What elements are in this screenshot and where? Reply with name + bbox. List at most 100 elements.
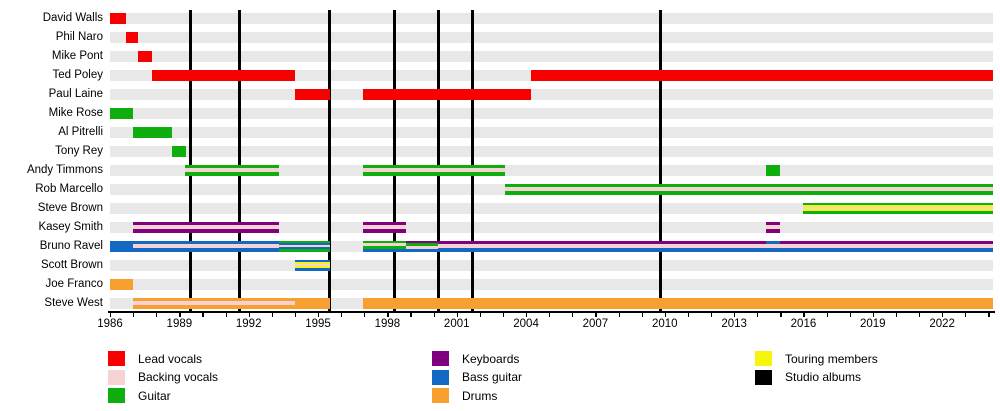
- bass-stripe: [438, 248, 767, 252]
- legend-swatch-backing-vocals: [108, 369, 125, 385]
- bass-stripe: [294, 259, 330, 262]
- studio-album-line: [237, 10, 241, 311]
- keyboards-stripe: [363, 229, 406, 233]
- studio-album-line: [328, 10, 332, 311]
- x-axis-tick: [826, 312, 828, 317]
- member-name: Paul Laine: [48, 87, 103, 100]
- timeline-bar: [363, 164, 506, 176]
- row-background: [110, 12, 993, 24]
- x-axis-tick: [502, 312, 505, 317]
- touring-stripe: [803, 204, 993, 207]
- x-axis-tick: [294, 312, 297, 317]
- lead-vocals-stripe: [363, 88, 531, 100]
- guitar-stripe: [110, 107, 134, 119]
- guitar-stripe: [363, 246, 406, 249]
- x-axis-tick-label: 2013: [721, 318, 747, 330]
- timeline-bar: [780, 240, 993, 252]
- legend-entry: Keyboards: [432, 351, 519, 366]
- x-axis-tick: [202, 312, 204, 317]
- legend-label: Studio albums: [785, 370, 862, 385]
- timeline-bar: [530, 69, 993, 81]
- backing-vocals-stripe: [185, 167, 279, 173]
- x-axis-tick-label: 1989: [166, 318, 193, 330]
- x-axis-tick: [849, 312, 851, 317]
- row-background: [110, 50, 993, 62]
- legend-swatch-drums: [432, 388, 449, 404]
- bass-stripe: [766, 248, 781, 252]
- timeline-bar: [137, 50, 152, 62]
- row-background: [110, 88, 993, 100]
- x-axis-tick-label: 2022: [929, 318, 955, 330]
- keyboards-stripe: [766, 221, 781, 225]
- member-name: Joe Franco: [45, 277, 103, 290]
- x-axis-line: [108, 311, 995, 313]
- backing-vocals-stripe: [133, 300, 295, 306]
- lead-vocals-stripe: [126, 31, 138, 43]
- legend-entry: Guitar: [108, 388, 171, 404]
- x-axis-tick-label: 2016: [790, 318, 817, 330]
- bass-stripe: [363, 248, 406, 252]
- backing-vocals-stripe: [505, 186, 993, 192]
- x-axis-tick: [248, 312, 250, 317]
- timeline-bar: [110, 107, 134, 119]
- legend-entry: Backing vocals: [108, 369, 218, 385]
- timeline-bar: [133, 240, 279, 252]
- x-axis-tick: [572, 312, 574, 317]
- x-axis-tick: [618, 312, 620, 317]
- keyboards-stripe: [133, 229, 279, 233]
- x-axis-tick: [225, 312, 227, 317]
- x-axis-tick: [803, 312, 805, 317]
- bass-stripe: [278, 247, 330, 250]
- x-axis-tick: [110, 312, 112, 317]
- row-background: [110, 107, 993, 119]
- keyboards-stripe: [363, 221, 406, 225]
- x-axis-tick: [179, 312, 181, 317]
- timeline-bar: [438, 240, 767, 252]
- timeline-bar: [294, 259, 330, 271]
- bass-stripe: [133, 248, 279, 252]
- backing-vocals-stripe: [133, 224, 279, 230]
- x-axis-tick: [526, 312, 528, 317]
- keyboards-stripe: [780, 240, 993, 244]
- legend-entry: Studio albums: [755, 369, 862, 385]
- x-axis-tick: [156, 312, 158, 317]
- member-name: Tony Rey: [55, 144, 103, 157]
- timeline-bar: [363, 221, 406, 233]
- guitar-stripe: [185, 164, 279, 168]
- x-axis-tick: [988, 312, 990, 317]
- legend-label: Lead vocals: [138, 351, 203, 366]
- drums-stripe: [110, 278, 134, 290]
- legend-entry: Bass guitar: [432, 369, 522, 385]
- x-axis-tick: [895, 312, 898, 317]
- legend-entry: Lead vocals: [108, 351, 202, 366]
- legend-label: Keyboards: [462, 351, 520, 366]
- timeline-bar: [294, 88, 330, 100]
- guitar-stripe: [405, 243, 439, 246]
- lead-vocals-stripe: [294, 88, 330, 100]
- timeline-bar: [405, 240, 439, 252]
- legend-swatch-albums: [755, 369, 772, 385]
- timeline-bar: [110, 240, 134, 252]
- guitar-stripe: [278, 240, 330, 243]
- member-name: Bruno Ravel: [39, 239, 103, 252]
- timeline-bar: [133, 297, 295, 309]
- x-axis-tick: [734, 312, 736, 317]
- backing-vocals-stripe: [363, 167, 506, 173]
- backing-vocals-stripe: [278, 244, 330, 248]
- row-background: [110, 221, 993, 233]
- row-background: [110, 145, 993, 157]
- bass-stripe: [405, 248, 439, 252]
- touring-stripe: [294, 266, 330, 269]
- timeline-bar: [766, 221, 781, 233]
- timeline-bar: [505, 183, 993, 195]
- guitar-stripe: [363, 172, 506, 176]
- x-axis-tick: [387, 312, 389, 317]
- backing-vocals-stripe: [363, 224, 406, 230]
- backing-vocals-stripe: [438, 243, 767, 249]
- member-name: Scott Brown: [41, 258, 103, 271]
- timeline-bar: [172, 145, 187, 157]
- timeline-bar: [363, 88, 531, 100]
- legend-label: Touring members: [785, 351, 878, 366]
- member-name: Al Pitrelli: [58, 125, 103, 138]
- drums-stripe: [294, 297, 330, 309]
